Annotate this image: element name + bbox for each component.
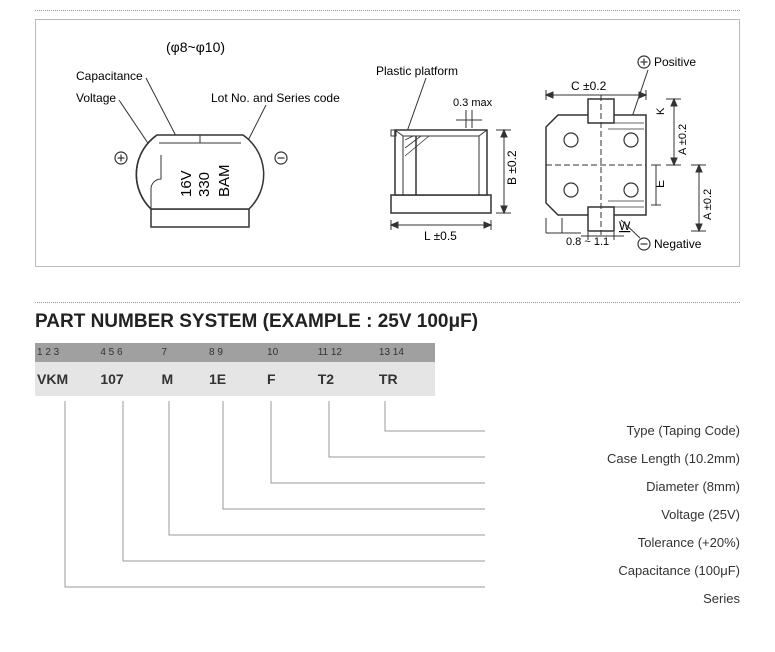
negative-label: Negative	[654, 237, 702, 251]
dim-e: E	[653, 180, 667, 188]
dim-w: W	[619, 219, 631, 233]
val-5: T2	[316, 362, 377, 396]
desc-2: Diameter (8mm)	[607, 479, 740, 494]
dim-a1: A ±0.2	[677, 124, 689, 155]
value-row: VKM 107 M 1E F T2 TR	[35, 362, 435, 396]
part-number-system: 1 2 3 4 5 6 7 8 9 10 11 12 13 14 VKM 107…	[35, 343, 740, 603]
lot-label: Lot No. and Series code	[211, 91, 340, 105]
hdr-6: 13 14	[377, 343, 435, 362]
capacitance-label: Capacitance	[76, 69, 143, 83]
val-4: F	[265, 362, 316, 396]
dim-b: B ±0.2	[505, 150, 519, 185]
mid-divider	[35, 302, 740, 303]
hdr-5: 11 12	[316, 343, 377, 362]
hdr-1: 4 5 6	[98, 343, 159, 362]
dim-l: L ±0.5	[424, 229, 457, 243]
description-list: Type (Taping Code) Case Length (10.2mm) …	[607, 423, 740, 619]
val-6: TR	[377, 362, 435, 396]
val-0: VKM	[35, 362, 98, 396]
cap-voltage-text: 16V	[178, 170, 195, 197]
dim-c: C ±0.2	[571, 79, 607, 93]
dim-gap: 0.8 ~ 1.1	[566, 236, 609, 248]
desc-3: Voltage (25V)	[607, 507, 740, 522]
cap-series-text: BAM	[216, 164, 233, 197]
desc-4: Tolerance (+20%)	[607, 535, 740, 550]
voltage-label: Voltage	[76, 91, 116, 105]
top-divider	[35, 10, 740, 11]
val-1: 107	[98, 362, 159, 396]
part-number-table: 1 2 3 4 5 6 7 8 9 10 11 12 13 14 VKM 107…	[35, 343, 435, 396]
desc-1: Case Length (10.2mm)	[607, 451, 740, 466]
dim-03max: 0.3 max	[453, 97, 493, 109]
header-row: 1 2 3 4 5 6 7 8 9 10 11 12 13 14	[35, 343, 435, 362]
cap-value-text: 330	[196, 172, 213, 197]
dim-a2: A ±0.2	[702, 189, 714, 220]
component-diagram: (φ8~φ10) Capacitance Voltage Lot No. and…	[35, 19, 740, 267]
positive-label: Positive	[654, 55, 696, 69]
hdr-4: 10	[265, 343, 316, 362]
val-3: 1E	[207, 362, 265, 396]
val-2: M	[160, 362, 207, 396]
hdr-0: 1 2 3	[35, 343, 98, 362]
desc-5: Capacitance (100μF)	[607, 563, 740, 578]
desc-0: Type (Taping Code)	[607, 423, 740, 438]
hdr-2: 7	[160, 343, 207, 362]
dim-k: K	[655, 107, 667, 115]
hdr-3: 8 9	[207, 343, 265, 362]
phi-label: (φ8~φ10)	[166, 39, 225, 55]
section-title: PART NUMBER SYSTEM (EXAMPLE : 25V 100μF)	[35, 311, 740, 333]
platform-label: Plastic platform	[376, 64, 458, 78]
desc-6: Series	[607, 591, 740, 606]
